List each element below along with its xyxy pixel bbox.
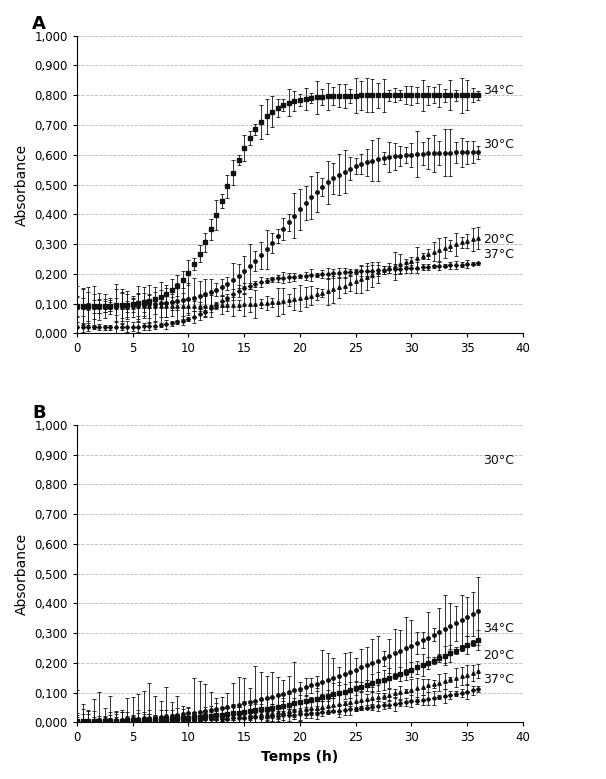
Text: 34°C: 34°C — [483, 84, 514, 97]
Text: A: A — [32, 15, 46, 33]
Y-axis label: Absorbance: Absorbance — [15, 533, 29, 615]
Y-axis label: Absorbance: Absorbance — [15, 143, 29, 226]
Text: 20°C: 20°C — [483, 233, 514, 246]
Text: B: B — [32, 404, 46, 421]
Text: 20°C: 20°C — [483, 649, 514, 662]
Text: 30°C: 30°C — [483, 454, 514, 467]
Text: 34°C: 34°C — [483, 622, 514, 635]
Text: 37°C: 37°C — [483, 248, 514, 261]
X-axis label: Temps (h): Temps (h) — [261, 750, 339, 764]
Text: 30°C: 30°C — [483, 138, 514, 151]
Text: 37°C: 37°C — [483, 673, 514, 686]
